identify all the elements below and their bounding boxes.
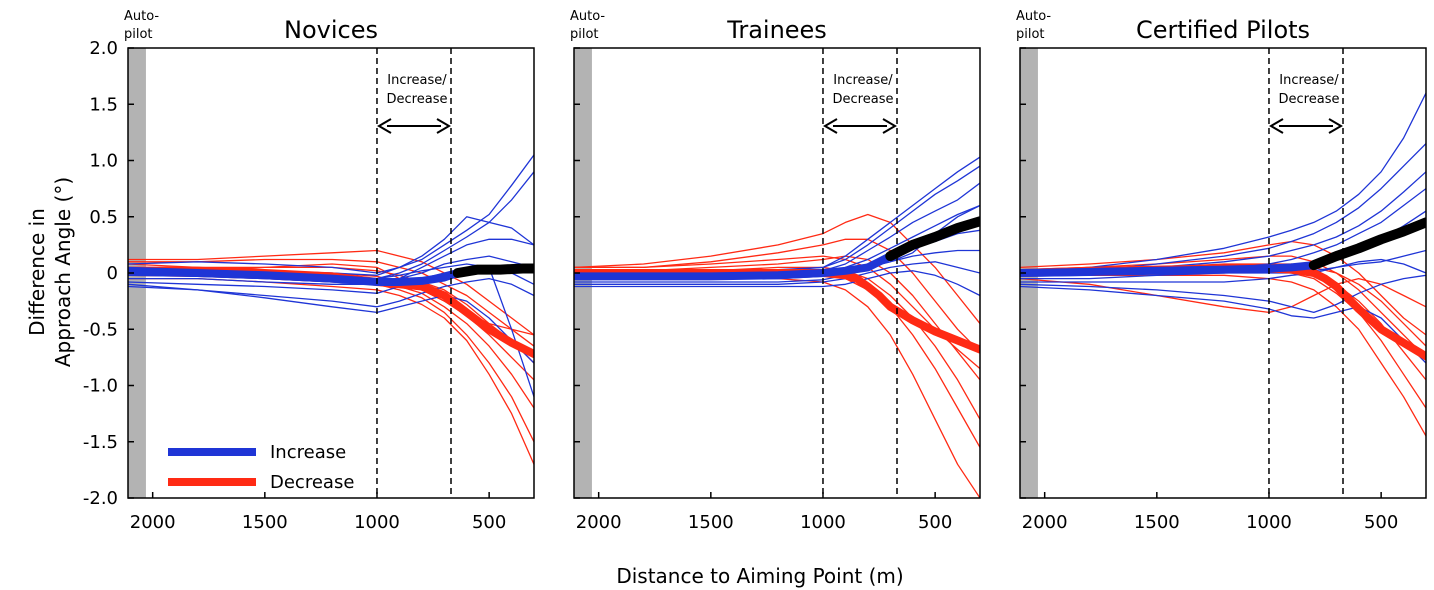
x-tick-label: 1000 xyxy=(354,512,400,533)
autopilot-label: pilot xyxy=(124,27,153,42)
x-axis-title: Distance to Aiming Point (m) xyxy=(616,564,903,588)
decrease-trial-line xyxy=(574,213,980,325)
x-tick-label: 500 xyxy=(472,512,506,533)
panel-novices: Increase/Decrease Novices Auto-pilot 2000 15… xyxy=(83,9,535,533)
x-tick-label: 500 xyxy=(918,512,952,533)
y-tick-label: 0.5 xyxy=(89,207,118,228)
decrease-trial-line xyxy=(574,272,980,449)
decrease-trial-line xyxy=(1020,277,1426,314)
x-tick-label: 2000 xyxy=(576,512,622,533)
increase-mean-line-late xyxy=(452,263,534,278)
panel-certified-pilots: Increase/Decrease Certified Pilots Auto-pi… xyxy=(1016,9,1427,533)
increase-trial-line xyxy=(128,277,534,308)
x-tick-label: 2000 xyxy=(130,512,176,533)
y-tick-label: 1.5 xyxy=(89,94,118,115)
increase-trial-line xyxy=(128,283,534,364)
arrow-head-right xyxy=(882,118,897,134)
annotation-label: Decrease xyxy=(1279,92,1340,107)
autopilot-label: Auto- xyxy=(570,9,605,24)
autopilot-label: pilot xyxy=(1016,27,1045,42)
y-tick-label: 1.0 xyxy=(89,151,118,172)
arrow-head-right xyxy=(436,118,451,134)
x-tick-label: 2000 xyxy=(1022,512,1068,533)
decrease-mean-line xyxy=(128,266,534,358)
decrease-trial-line xyxy=(128,258,534,347)
increase-trial-line xyxy=(1020,92,1426,272)
decrease-trial-line xyxy=(128,270,534,409)
panel-title: Certified Pilots xyxy=(1136,16,1310,44)
arrow-head-left xyxy=(376,118,392,134)
series-group xyxy=(128,154,534,465)
autopilot-label: Auto- xyxy=(124,9,159,24)
decrease-trial-line xyxy=(1020,274,1426,437)
increase-mean-line-late xyxy=(1308,217,1426,271)
series-group xyxy=(574,156,980,498)
increase-trial-line xyxy=(1020,142,1426,274)
x-tick-label: 1500 xyxy=(1134,512,1180,533)
increase-trial-line xyxy=(574,182,980,276)
annotation-label: Increase/ xyxy=(833,73,893,88)
x-tick-label: 1000 xyxy=(1246,512,1292,533)
arrow-head-right xyxy=(1328,118,1343,134)
y-tick-label: 2.0 xyxy=(89,38,118,59)
annotation-label: Decrease xyxy=(387,92,448,107)
y-tick-label: -2.0 xyxy=(83,488,118,509)
increase-trial-line xyxy=(1020,285,1426,364)
panel-title: Trainees xyxy=(726,16,827,44)
annotation-label: Decrease xyxy=(833,92,894,107)
increase-mean-line xyxy=(1020,261,1318,277)
y-axis-title-line: Approach Angle (°) xyxy=(51,177,75,367)
decrease-trial-line xyxy=(1020,263,1426,347)
y-axis-title-line: Difference in xyxy=(25,208,49,336)
x-tick-label: 1500 xyxy=(242,512,288,533)
decrease-trial-line xyxy=(574,266,980,420)
arrow-head-left xyxy=(1268,118,1284,134)
autopilot-label: Auto- xyxy=(1016,9,1051,24)
y-tick-label: -0.5 xyxy=(83,319,118,340)
x-tick-label: 1000 xyxy=(800,512,846,533)
y-tick-label: -1.0 xyxy=(83,376,118,397)
x-tick-label: 1500 xyxy=(688,512,734,533)
increase-mean-line-late xyxy=(885,216,980,262)
legend-label: Increase xyxy=(270,442,346,463)
decrease-trial-line xyxy=(574,277,980,498)
legend: Increase Decrease xyxy=(168,442,354,493)
increase-trial-line xyxy=(574,156,980,272)
legend-label: Decrease xyxy=(270,472,354,493)
y-tick-label: -1.5 xyxy=(83,432,118,453)
autopilot-label: pilot xyxy=(570,27,599,42)
increase-trial-line xyxy=(128,255,534,285)
arrow-head-left xyxy=(822,118,838,134)
x-tick-label: 500 xyxy=(1364,512,1398,533)
series-group xyxy=(1020,92,1426,437)
annotation-label: Increase/ xyxy=(1279,73,1339,88)
y-tick-label: 0 xyxy=(107,263,118,284)
panel-title: Novices xyxy=(284,16,378,44)
decrease-trial-line xyxy=(574,238,980,353)
increase-trial-line xyxy=(1020,274,1426,314)
y-axis-title: Difference in Approach Angle (°) xyxy=(25,177,75,367)
increase-trial-line xyxy=(128,216,534,274)
increase-trial-line xyxy=(128,154,534,276)
decrease-trial-line xyxy=(128,249,534,336)
annotation-label: Increase/ xyxy=(387,73,447,88)
panel-trainees: Increase/Decrease Trainees Auto-pilot 2000 1… xyxy=(570,9,981,533)
